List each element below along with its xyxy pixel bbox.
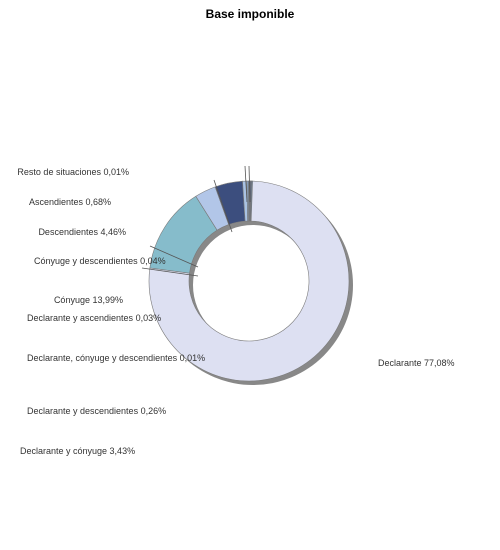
leader-line-0 [244, 165, 248, 203]
slice-0 [148, 180, 350, 382]
label-declarante-conyuge-y-descendientes: Declarante, cónyuge y descendientes 0,01… [27, 353, 206, 363]
label-resto-de-situaciones: Resto de situaciones 0,01% [17, 167, 129, 177]
label-conyuge-y-descendientes: Cónyuge y descendientes 0,04% [34, 256, 166, 266]
label-descendientes: Descendientes 4,46% [38, 227, 126, 237]
label-declarante: Declarante 77,08% [378, 358, 455, 368]
label-conyuge: Cónyuge 13,99% [53, 295, 123, 305]
chart-title: Base imponible [205, 7, 295, 21]
label-declarante-y-conyuge: Declarante y cónyuge 3,43% [20, 446, 136, 456]
slice-9 [250, 180, 253, 222]
label-ascendientes: Ascendientes 0,68% [28, 197, 111, 207]
label-declarante-y-ascendientes: Declarante y ascendientes 0,03% [27, 313, 162, 323]
leader-line-2 [213, 179, 233, 233]
leader-line-1 [248, 165, 251, 203]
leader-line-4 [141, 267, 199, 277]
label-declarante-y-descendientes: Declarante y descendientes 0,26% [27, 406, 167, 416]
leader-line-3 [149, 245, 199, 268]
